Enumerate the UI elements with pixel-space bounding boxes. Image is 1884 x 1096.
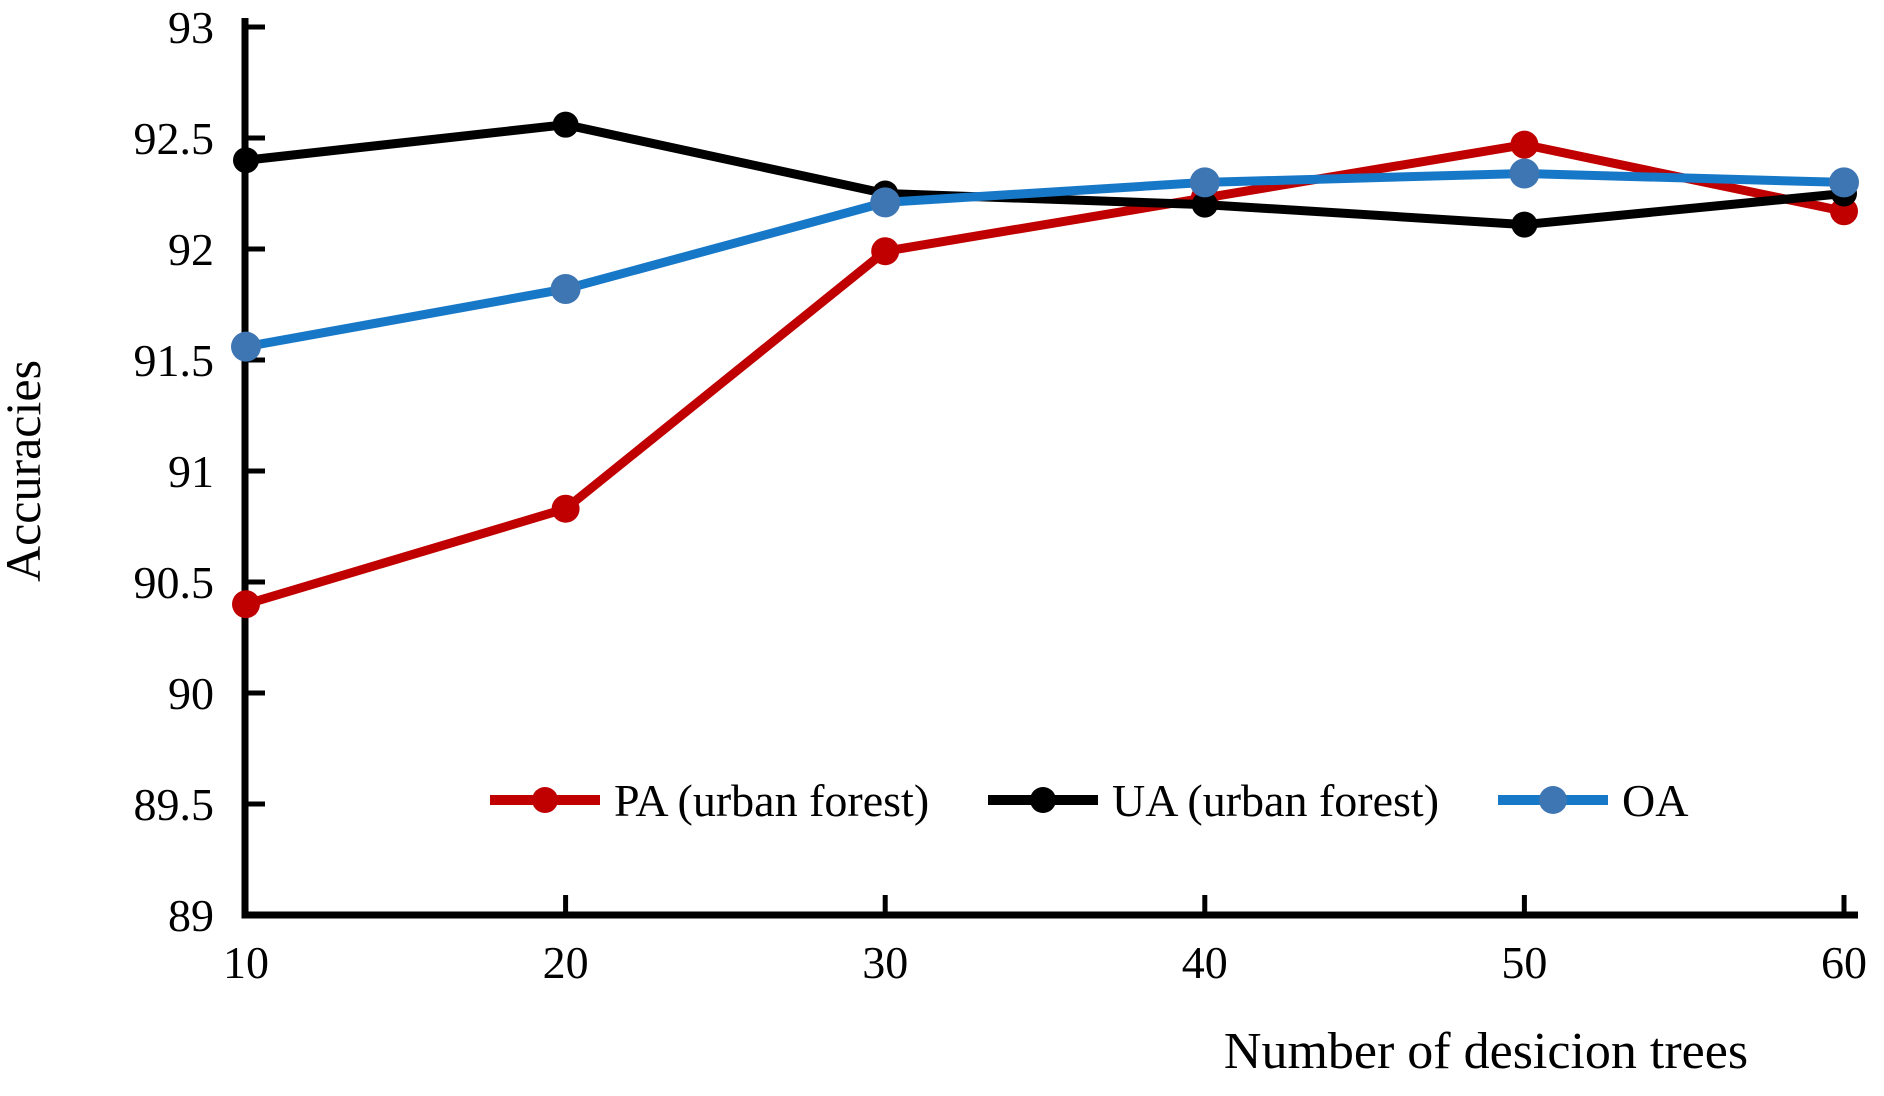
data-point-ua-urban-forest-x50 [1511, 211, 1538, 238]
data-point-oa-x60 [1829, 167, 1859, 198]
y-tick-label: 90.5 [134, 557, 215, 608]
data-point-oa-x20 [550, 273, 581, 304]
series-pa-urban-forest [232, 130, 1858, 619]
series-ua-urban-forest [233, 111, 1857, 238]
data-point-pa-urban-forest-x50 [1510, 130, 1539, 159]
x-tick-label: 20 [543, 937, 589, 988]
data-point-oa-x10 [231, 331, 261, 362]
legend-marker-dot-pa-urban-forest [532, 787, 558, 813]
y-tick-label: 92 [168, 224, 214, 275]
y-tick-label: 91 [168, 446, 214, 497]
data-point-pa-urban-forest-x20 [551, 494, 580, 523]
y-tick-label: 91.5 [134, 335, 215, 386]
data-point-ua-urban-forest-x20 [552, 111, 579, 138]
legend-item-oa: OA [1498, 775, 1688, 826]
y-tick-label: 89.5 [134, 779, 215, 830]
y-axis-title: Accuracies [0, 360, 51, 582]
data-point-oa-x40 [1189, 167, 1220, 198]
data-point-pa-urban-forest-x10 [232, 590, 260, 619]
data-point-pa-urban-forest-x30 [871, 237, 900, 266]
y-tick-label: 93 [168, 2, 214, 53]
legend-item-pa-urban-forest: PA (urban forest) [490, 775, 929, 826]
legend-marker-dot-oa [1539, 786, 1567, 814]
legend-label-oa: OA [1622, 775, 1688, 826]
x-tick-label: 40 [1182, 937, 1228, 988]
y-tick-label: 92.5 [134, 113, 215, 164]
x-tick-label: 30 [862, 937, 908, 988]
x-tick-label: 10 [223, 937, 269, 988]
legend-marker-dot-ua-urban-forest [1030, 787, 1056, 813]
series-line-ua-urban-forest [241, 120, 1849, 230]
series-oa [231, 158, 1859, 362]
series-line-pa-urban-forest [241, 140, 1849, 609]
data-point-ua-urban-forest-x40 [1191, 191, 1218, 218]
legend: PA (urban forest) UA (urban forest) OA [490, 775, 1688, 826]
x-tick-label: 60 [1821, 937, 1867, 988]
legend-label-ua-urban-forest: UA (urban forest) [1112, 775, 1439, 826]
series-line-oa [241, 169, 1849, 352]
legend-item-ua-urban-forest: UA (urban forest) [988, 775, 1439, 826]
x-tick-label: 50 [1501, 937, 1547, 988]
data-point-ua-urban-forest-x10 [233, 147, 259, 174]
legend-label-pa-urban-forest: PA (urban forest) [614, 775, 929, 826]
y-tick-label: 90 [168, 668, 214, 719]
data-point-oa-x50 [1509, 158, 1540, 189]
y-tick-label: 89 [168, 890, 214, 941]
data-point-oa-x30 [870, 187, 901, 218]
x-axis-title: Number of desicion trees [1224, 1023, 1748, 1080]
